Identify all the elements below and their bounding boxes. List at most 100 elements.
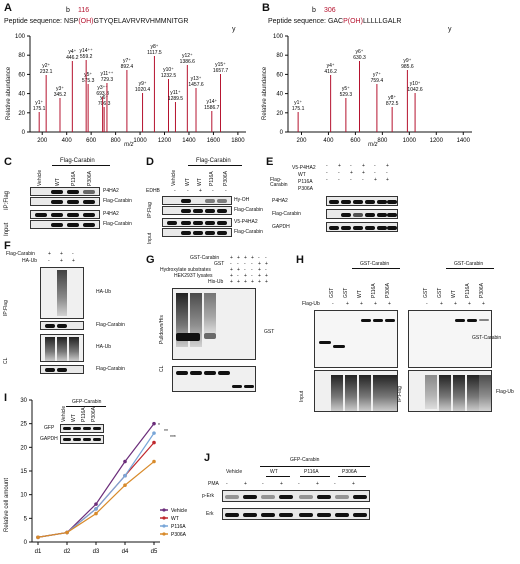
lane-label: Vehicle bbox=[61, 405, 67, 422]
panel-j: GFP-Carabin Vehicle WT P116A P306A PMA -… bbox=[202, 452, 380, 542]
row-treatment: P306A bbox=[298, 186, 314, 192]
section-label: Input bbox=[147, 232, 153, 244]
peak-label: y3⁺⁺ bbox=[97, 85, 108, 91]
panel-label-c: C bbox=[4, 156, 12, 168]
sign: + bbox=[244, 279, 247, 285]
lane-label: Vehicle bbox=[171, 169, 177, 186]
data-point bbox=[152, 421, 156, 426]
x-tick-label: 1800 bbox=[231, 138, 245, 144]
sign: + bbox=[265, 261, 268, 267]
data-point bbox=[65, 530, 69, 535]
section-label: Input bbox=[299, 390, 305, 402]
sign: - bbox=[426, 301, 428, 307]
sign: + bbox=[350, 170, 353, 176]
panel-label-f: F bbox=[4, 240, 11, 252]
pma-label: PMA bbox=[208, 481, 219, 487]
y-tick-label: 100 bbox=[15, 34, 26, 40]
peak-mz: 985.6 bbox=[401, 64, 414, 70]
peak-mz: 759.4 bbox=[371, 78, 384, 84]
y-tick-label: 0 bbox=[22, 130, 26, 136]
row-treatment: WT bbox=[298, 172, 306, 178]
y-tick-label: 0 bbox=[280, 130, 284, 136]
sign: + bbox=[386, 177, 389, 183]
lane-label: P116A bbox=[209, 171, 215, 186]
peak-mz: 872.5 bbox=[386, 101, 399, 107]
y-tick-label: 10 bbox=[20, 493, 27, 499]
site-number: 116 bbox=[78, 7, 90, 14]
peak-label: y11⁺ bbox=[170, 90, 181, 96]
edhb-label: EDHB bbox=[146, 188, 160, 194]
sign: - bbox=[338, 170, 340, 176]
data-point bbox=[152, 431, 156, 435]
lane-label: P116A bbox=[304, 469, 319, 475]
site-number: 306 bbox=[324, 7, 336, 14]
lane-label: WT bbox=[270, 469, 278, 475]
x-tick-label: d4 bbox=[122, 549, 129, 555]
x-tick-label: 400 bbox=[323, 138, 334, 144]
treatment-label: HEK293T lysates bbox=[174, 273, 213, 279]
peak-mz: 1657.7 bbox=[213, 68, 229, 74]
legend-marker bbox=[162, 524, 166, 528]
peak-label: y8⁺ bbox=[388, 95, 396, 101]
sign: + bbox=[251, 279, 254, 285]
b-ion-label: b bbox=[312, 7, 316, 14]
y-tick-label: 60 bbox=[276, 72, 283, 78]
sign: - bbox=[258, 255, 260, 261]
inset-row-label: GFP bbox=[44, 425, 55, 431]
peak-mz: 1117.5 bbox=[147, 50, 162, 56]
sign: + bbox=[440, 301, 443, 307]
section-label: IP:Flag bbox=[3, 300, 9, 316]
x-tick-label: 400 bbox=[62, 138, 73, 144]
peak-mz: 1042.6 bbox=[407, 87, 423, 93]
sign: - bbox=[48, 258, 50, 264]
panel-i: Relative cell amount 30 25 20 15 10 5 0 d1 d2 d3 d… bbox=[0, 392, 196, 564]
sign: + bbox=[258, 279, 261, 285]
sign: + bbox=[265, 279, 268, 285]
sign: - bbox=[212, 188, 214, 194]
lane-label: P116A bbox=[465, 283, 471, 298]
x-tick-label: 1000 bbox=[403, 138, 417, 144]
lane-label: GST bbox=[343, 287, 349, 298]
y-tick-label: 20 bbox=[276, 111, 283, 117]
peak-label: y14⁺ bbox=[206, 99, 217, 105]
sign: + bbox=[388, 301, 391, 307]
peak-label: y6⁺ bbox=[356, 49, 364, 55]
y-tick-label: 0 bbox=[24, 540, 28, 546]
sign: + bbox=[251, 255, 254, 261]
peak-label: y1⁺ bbox=[35, 100, 43, 106]
sign: + bbox=[244, 255, 247, 261]
lane-label: WT bbox=[185, 178, 191, 186]
sign: - bbox=[298, 481, 300, 487]
row-label: Flag-Carabin bbox=[234, 229, 263, 235]
group-label: Flag-Carabin bbox=[60, 158, 95, 164]
peak-mz: 446.2 bbox=[66, 55, 79, 61]
sign: - bbox=[244, 261, 246, 267]
series-line bbox=[37, 432, 155, 538]
peak-mz: 175.1 bbox=[33, 106, 46, 112]
lane-label: WT bbox=[71, 414, 77, 422]
sign: + bbox=[230, 273, 233, 279]
y-ion-label: y bbox=[232, 26, 236, 33]
lane-label: P306A bbox=[223, 170, 229, 186]
sign: - bbox=[174, 188, 176, 194]
sign: - bbox=[244, 267, 246, 273]
sign: + bbox=[237, 255, 240, 261]
y-tick-label: 30 bbox=[20, 398, 27, 404]
row-label: Flag-Carabin bbox=[272, 211, 301, 217]
panel-e: V5-P4HA2 WT P116A P306A Flag-Carabin - + -… bbox=[270, 156, 420, 246]
sign: + bbox=[60, 251, 63, 257]
sign: + bbox=[374, 177, 377, 183]
sign: - bbox=[326, 170, 328, 176]
sign: + bbox=[362, 170, 365, 176]
sign: - bbox=[326, 177, 328, 183]
sign: + bbox=[258, 267, 261, 273]
lane-label: P116A bbox=[71, 171, 77, 186]
row-label: Flag-Carabin bbox=[103, 221, 132, 227]
y-tick-label: 80 bbox=[18, 53, 25, 59]
significance: *** bbox=[170, 435, 176, 441]
group-label: GFP-Carabin bbox=[290, 457, 320, 463]
panel-c: Flag-Carabin Vehicle WT P116A P306A IP:F… bbox=[0, 156, 140, 236]
lane-label: GST bbox=[423, 287, 429, 298]
peak-mz: 630.3 bbox=[353, 55, 366, 61]
panel-b: b 306 Peptide sequence: GACP(OH)LLLLLGAL… bbox=[258, 0, 520, 150]
